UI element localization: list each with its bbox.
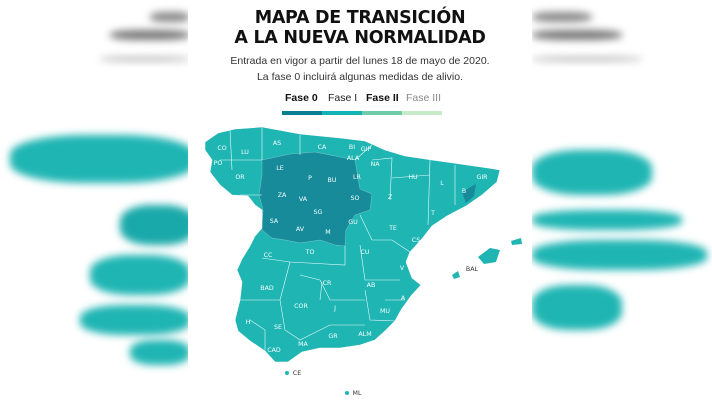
province-label-po: PO <box>214 160 223 167</box>
subtitle-line-2: La fase 0 incluirá algunas medidas de al… <box>256 71 464 83</box>
province-label-bal: BAL <box>466 266 479 273</box>
province-label-t: T <box>430 210 435 217</box>
province-label-sg: SG <box>314 209 323 216</box>
province-label-z: Z <box>388 194 393 201</box>
province-label-za: ZA <box>278 192 287 199</box>
province-label-cs: CS <box>412 237 420 244</box>
title-line-2: A LA NUEVA NORMALIDAD <box>234 28 486 48</box>
province-label-ca: CA <box>318 144 327 151</box>
province-label-b: B <box>462 188 466 195</box>
province-label-ma: MA <box>298 341 308 348</box>
province-label-bu: BU <box>328 177 337 184</box>
province-label-cad: CAD <box>267 347 281 354</box>
province-borders <box>220 128 456 350</box>
legend-swatch-fase-3 <box>402 111 442 115</box>
province-label-cr: CR <box>323 280 332 287</box>
province-label-m: M <box>325 229 330 236</box>
subtitle: Entrada en vigor a partir del lunes 18 d… <box>188 53 532 85</box>
province-label-te: TE <box>388 225 397 232</box>
province-label-le: LE <box>276 165 284 172</box>
province-label-gu: GU <box>348 219 358 226</box>
province-label-bad: BAD <box>260 285 274 292</box>
province-label-l: L <box>440 180 444 187</box>
mallorca <box>478 248 500 264</box>
legend-label-fase-3: Fase III <box>406 92 442 104</box>
province-label-va: VA <box>299 196 308 203</box>
province-label-gir: GIR <box>476 174 488 181</box>
province-label-bi: BI <box>349 144 355 151</box>
province-label-sa: SA <box>270 218 279 225</box>
subtitle-line-1: Entrada en vigor a partir del lunes 18 d… <box>230 55 490 67</box>
title: MAPA DE TRANSICIÓN A LA NUEVA NORMALIDAD <box>188 8 532 48</box>
ceuta-marker <box>285 371 289 375</box>
province-label-lu: LU <box>241 149 249 156</box>
legend-swatch-fase-0 <box>282 111 322 115</box>
province-label-gip: GIP <box>361 146 372 153</box>
province-label-cc: CC <box>264 252 273 259</box>
province-label-h: H <box>246 319 251 326</box>
fase-0-region-barcelona <box>462 184 476 203</box>
province-label-or: OR <box>235 174 245 181</box>
title-line-1: MAPA DE TRANSICIÓN <box>254 8 466 28</box>
ibiza <box>452 271 460 279</box>
legend-swatch-fase-1 <box>322 111 362 115</box>
province-label-ml: ML <box>353 390 362 397</box>
blurred-background-right <box>532 0 712 400</box>
province-label-v: V <box>400 265 405 272</box>
province-label-cor: COR <box>294 303 308 310</box>
province-label-cu: CU <box>360 249 369 256</box>
province-label-ce: CE <box>293 370 301 377</box>
province-label-p: P <box>308 175 312 182</box>
province-label-ala: ALA <box>347 155 360 162</box>
province-label-co: CO <box>217 145 226 152</box>
menorca <box>511 238 522 245</box>
legend-label-fase-1: Fase I <box>328 92 358 104</box>
province-label-av: AV <box>296 226 305 233</box>
province-label-to: TO <box>305 249 315 256</box>
legend-label-fase-2: Fase II <box>366 92 399 104</box>
province-label-mu: MU <box>380 308 390 315</box>
province-label-j: J <box>333 305 336 312</box>
melilla-marker <box>345 391 349 395</box>
province-label-a: A <box>401 295 406 302</box>
legend-swatch-fase-2 <box>362 111 402 115</box>
province-label-ab: AB <box>367 282 376 289</box>
province-label-hu: HU <box>408 174 418 181</box>
province-label-lr: LR <box>353 174 362 181</box>
province-label-as: AS <box>273 140 281 147</box>
province-label-so: SO <box>351 195 360 202</box>
blurred-background-left <box>0 0 190 400</box>
province-label-na: NA <box>370 161 380 168</box>
legend-label-fase-0: Fase 0 <box>285 92 318 104</box>
province-label-gr: GR <box>328 333 338 340</box>
province-label-se: SE <box>274 324 282 331</box>
province-label-alm: ALM <box>358 331 371 338</box>
